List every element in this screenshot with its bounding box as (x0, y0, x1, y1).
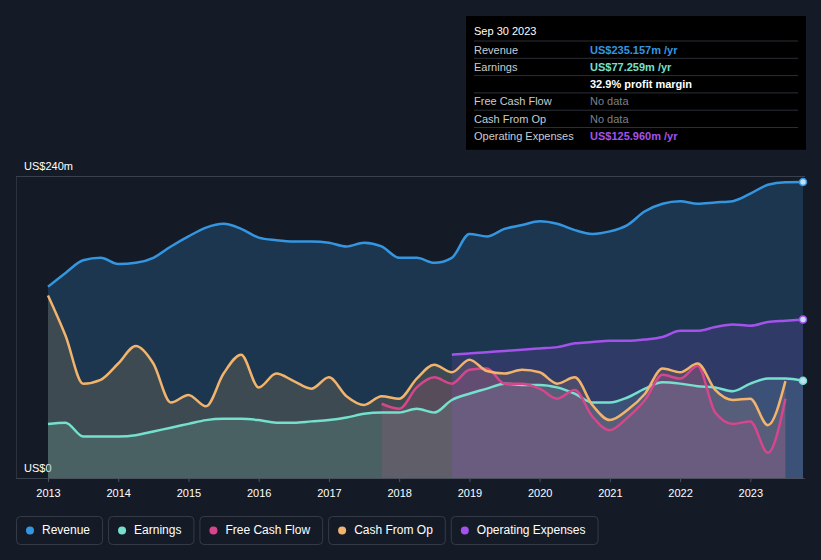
legend-button[interactable] (200, 517, 323, 545)
tooltip-box (466, 16, 806, 150)
y-tick-label: US$240m (24, 160, 73, 172)
legend-item[interactable]: Operating Expenses (451, 517, 598, 545)
x-tick: 2015 (177, 478, 201, 499)
y-tick-label: US$0 (24, 462, 52, 474)
x-tick-label: 2023 (739, 487, 763, 499)
tooltip-separator (474, 75, 798, 76)
x-tick-mark (48, 478, 49, 482)
tooltip: Sep 30 2023 Revenue US$235.157m /yr Earning… (466, 16, 806, 150)
x-tick-mark (750, 478, 751, 482)
x-tick-mark (188, 478, 189, 482)
tooltip-value: No data (590, 113, 629, 125)
x-tick-mark (610, 478, 611, 482)
end-marker (800, 377, 807, 384)
legend-swatch (461, 527, 469, 535)
legend-item[interactable]: Free Cash Flow (200, 517, 323, 545)
tooltip-separator (474, 110, 798, 111)
series-area (48, 182, 803, 478)
series-line (48, 296, 785, 426)
x-tick: 2016 (247, 478, 271, 499)
x-tick-label: 2017 (317, 487, 341, 499)
background (0, 0, 821, 560)
legend-item[interactable]: Revenue (17, 517, 103, 545)
x-tick-mark (118, 478, 119, 482)
tooltip-separator (474, 58, 798, 59)
x-tick: 2014 (106, 478, 130, 499)
tooltip-label: Earnings (474, 61, 518, 73)
legend: Revenue Earnings Free Cash Flow Cash From O… (17, 517, 599, 545)
legend-swatch (118, 527, 126, 535)
x-tick-mark (329, 478, 330, 482)
grid-line (16, 176, 805, 177)
x-tick-label: 2014 (106, 487, 130, 499)
tooltip-value: US$125.960m /yr (590, 130, 678, 142)
tooltip-date: Sep 30 2023 (474, 25, 536, 37)
x-tick-mark (469, 478, 470, 482)
legend-swatch (26, 527, 34, 535)
x-tick: 2022 (668, 478, 692, 499)
x-tick-mark (259, 478, 260, 482)
end-marker (800, 316, 807, 323)
tooltip-label: Cash From Op (474, 113, 546, 125)
x-tick-label: 2021 (598, 487, 622, 499)
x-tick-mark (540, 478, 541, 482)
plot-area (48, 179, 807, 478)
chart: US$0US$240m20132014201520162017201820192… (0, 0, 821, 560)
legend-label[interactable]: Operating Expenses (477, 523, 586, 537)
y-axis-line (16, 177, 17, 479)
legend-item[interactable]: Earnings (109, 517, 194, 545)
tooltip-separator (474, 127, 798, 128)
legend-button[interactable] (17, 517, 103, 545)
tooltip-separator (474, 41, 798, 42)
x-tick: 2020 (528, 478, 552, 499)
y-axis: US$0 US$240m (16, 160, 805, 479)
tooltip-label: Operating Expenses (474, 130, 574, 142)
x-tick: 2018 (387, 478, 411, 499)
tooltip-separator (474, 92, 798, 93)
y-tick: US$240m (16, 160, 805, 177)
x-tick: 2019 (458, 478, 482, 499)
x-tick-mark (399, 478, 400, 482)
series-line (452, 320, 803, 355)
legend-label[interactable]: Free Cash Flow (225, 523, 310, 537)
legend-swatch (209, 527, 217, 535)
x-tick: 2023 (739, 478, 763, 499)
tooltip-value: US$77.259m /yr (590, 61, 672, 73)
series-line (48, 182, 803, 287)
x-axis-line (49, 478, 804, 479)
series-line (382, 366, 786, 453)
x-tick-label: 2020 (528, 487, 552, 499)
x-tick-label: 2019 (458, 487, 482, 499)
x-tick-label: 2018 (387, 487, 411, 499)
x-tick-label: 2022 (668, 487, 692, 499)
end-marker (800, 179, 807, 186)
legend-swatch (338, 527, 346, 535)
legend-label[interactable]: Earnings (134, 523, 181, 537)
legend-button[interactable] (329, 517, 446, 545)
legend-label[interactable]: Cash From Op (354, 523, 433, 537)
tooltip-value: 32.9% profit margin (590, 78, 692, 90)
x-tick-label: 2013 (36, 487, 60, 499)
x-tick-label: 2016 (247, 487, 271, 499)
tooltip-label: Free Cash Flow (474, 95, 552, 107)
x-tick: 2013 (36, 478, 60, 499)
tooltip-value: No data (590, 95, 629, 107)
legend-button[interactable] (451, 517, 598, 545)
legend-button[interactable] (109, 517, 194, 545)
x-tick-label: 2015 (177, 487, 201, 499)
x-tick: 2017 (317, 478, 341, 499)
legend-label[interactable]: Revenue (42, 523, 90, 537)
legend-item[interactable]: Cash From Op (329, 517, 446, 545)
grid-line (16, 478, 805, 479)
tooltip-label: Revenue (474, 44, 518, 56)
tooltip-value: US$235.157m /yr (590, 44, 678, 56)
x-tick-mark (680, 478, 681, 482)
x-tick: 2021 (598, 478, 622, 499)
x-axis: 2013 2014 2015 2016 2017 2018 2019 2020 2021 2022… (36, 478, 803, 499)
